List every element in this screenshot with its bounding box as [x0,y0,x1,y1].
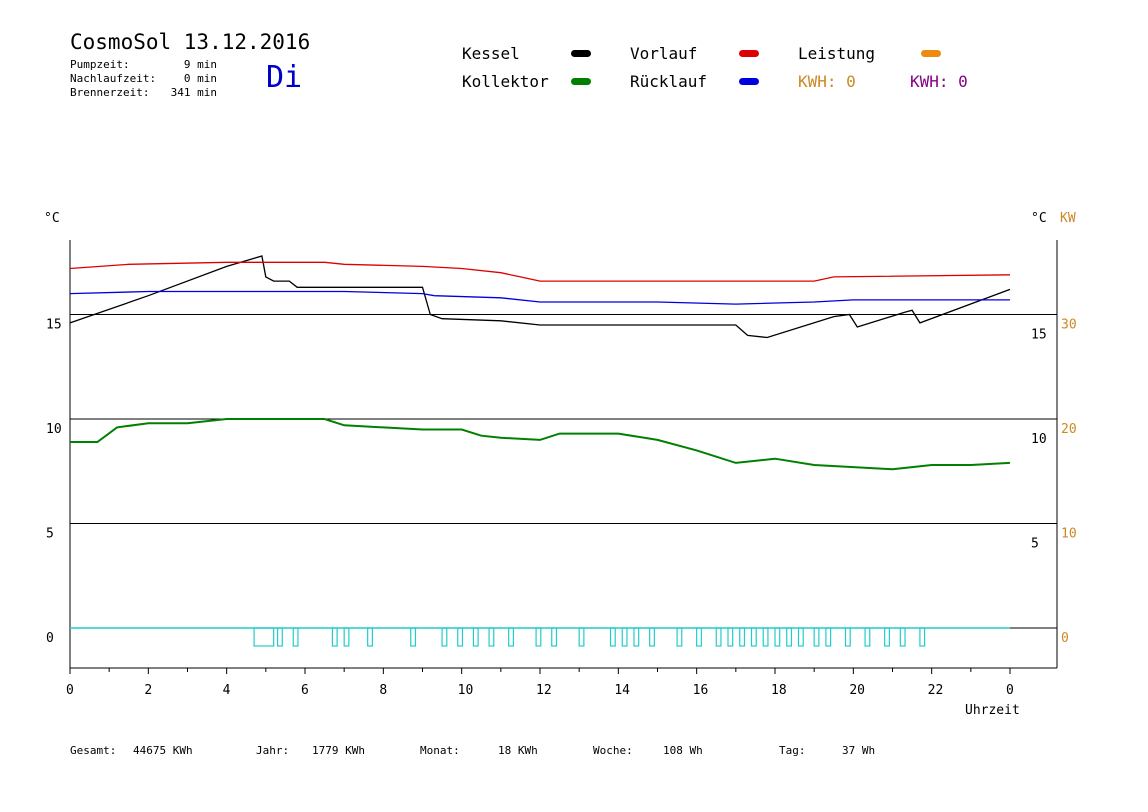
pump-pulse [276,627,283,647]
series-line-kessel [69,255,1011,339]
x-tick-label: 18 [771,683,787,698]
pump-pulse [410,627,417,647]
legend-leistung-swatch [921,50,941,57]
y-tick-label-left: 15 [46,318,62,333]
footer-tag-value: 37 Wh [842,744,876,757]
y-axis-label-right: °C [1031,211,1047,226]
pump-pulse [457,627,464,647]
stat-label-brennerzeit: Brennerzeit: [70,86,150,99]
y-tick-label-left: 10 [46,422,62,437]
y-axis-label-kw: KW [1060,211,1076,226]
pump-pulse [715,627,722,647]
pump-pulse [774,627,781,647]
pump-pulse [739,627,746,647]
y-tick-label-kw: 10 [1061,527,1077,542]
x-tick-label: 2 [144,683,152,698]
footer-gesamt-value: 44675 KWh [133,744,193,757]
x-tick-label: 8 [379,683,387,698]
footer-jahr-value: 1779 KWh [312,744,365,757]
footer-jahr-label: Jahr: [256,744,290,757]
pump-pulse [813,627,820,647]
x-tick-label: 0 [66,683,74,698]
pump-pulse [786,627,793,647]
series-line-kollektor [70,418,1011,471]
footer-monat-label: Monat: [420,744,460,757]
y-tick-label-right: 5 [1031,537,1039,552]
x-tick-label: 12 [536,683,552,698]
y-tick-label-left: 0 [46,631,54,646]
pump-pulse [292,627,299,647]
stat-value-brennerzeit: 341 min [170,86,217,99]
pump-pulse [864,627,871,647]
x-tick-label: 22 [928,683,944,698]
footer-monat-value: 18 KWh [498,744,538,757]
pump-pulse [884,627,890,647]
legend-leistung-label: Leistung [798,44,876,63]
legend-ruecklauf-swatch [739,78,759,85]
pump-pulse [343,627,350,647]
pump-pulse [253,627,275,647]
stat-label-pumpzeit: Pumpzeit: [70,58,130,71]
page-title: CosmoSol 13.12.2016 [70,30,311,54]
y-tick-label-kw: 20 [1061,422,1077,437]
pump-pulse [621,627,628,647]
stat-value-pumpzeit: 9 min [183,58,217,71]
pump-pulse [472,627,479,647]
legend-ruecklauf-label: Rücklauf [630,72,708,91]
pump-pulse [367,627,373,647]
pump-pulse [649,627,655,647]
pump-pulse [762,627,769,647]
x-tick-label: 16 [693,683,709,698]
legend-kwh-2: KWH: 0 [910,72,968,91]
pump-pulse [899,627,906,647]
pump-pulse [919,627,926,647]
pump-pulse [844,627,851,647]
legend-kollektor-label: Kollektor [462,72,549,91]
y-tick-label-kw: 0 [1061,631,1069,646]
x-tick-label: 4 [223,683,231,698]
pump-pulse [441,627,448,647]
weekday-label: Di [266,60,303,95]
pump-pulse [535,627,542,647]
x-tick-label: 0 [1006,683,1014,698]
pump-pulse [676,627,683,647]
pump-pulse [609,627,616,647]
legend-vorlauf-swatch [739,50,759,57]
pump-pulse [633,627,640,647]
legend-kessel-swatch [571,50,591,57]
footer-gesamt-label: Gesamt: [70,744,117,757]
pump-pulse [551,627,558,647]
x-tick-label: 6 [301,683,309,698]
pump-pulse [727,627,734,647]
footer-woche-value: 108 Wh [663,744,703,757]
legend-vorlauf-label: Vorlauf [630,44,698,63]
pump-pulse [331,627,338,647]
legend-kessel-label: Kessel [462,44,520,63]
pump-pulse [578,627,585,647]
pump-pulse [825,627,832,647]
legend-kwh-1: KWH: 0 [798,72,856,91]
stat-label-nachlaufzeit: Nachlaufzeit: [70,72,157,85]
series-line-ruecklauf [69,290,1010,305]
stat-value-nachlaufzeit: 0 min [183,72,217,85]
pump-pulse [508,627,514,647]
pump-pulse [797,627,804,647]
footer-tag-label: Tag: [779,744,806,757]
pump-pulse [696,627,702,647]
x-tick-label: 20 [849,683,865,698]
y-axis-label-left: °C [44,211,60,226]
pump-pulse [750,627,757,647]
y-tick-label-right: 15 [1031,328,1047,343]
footer-woche-label: Woche: [593,744,633,757]
x-axis-label: Uhrzeit [965,703,1020,718]
y-tick-label-kw: 30 [1061,318,1077,333]
y-tick-label-right: 10 [1031,432,1047,447]
x-tick-label: 14 [614,683,630,698]
series-line-vorlauf [69,261,1011,282]
y-tick-label-left: 5 [46,527,54,542]
x-tick-label: 10 [458,683,474,698]
legend-kollektor-swatch [571,78,591,85]
pump-pulse [488,627,495,647]
